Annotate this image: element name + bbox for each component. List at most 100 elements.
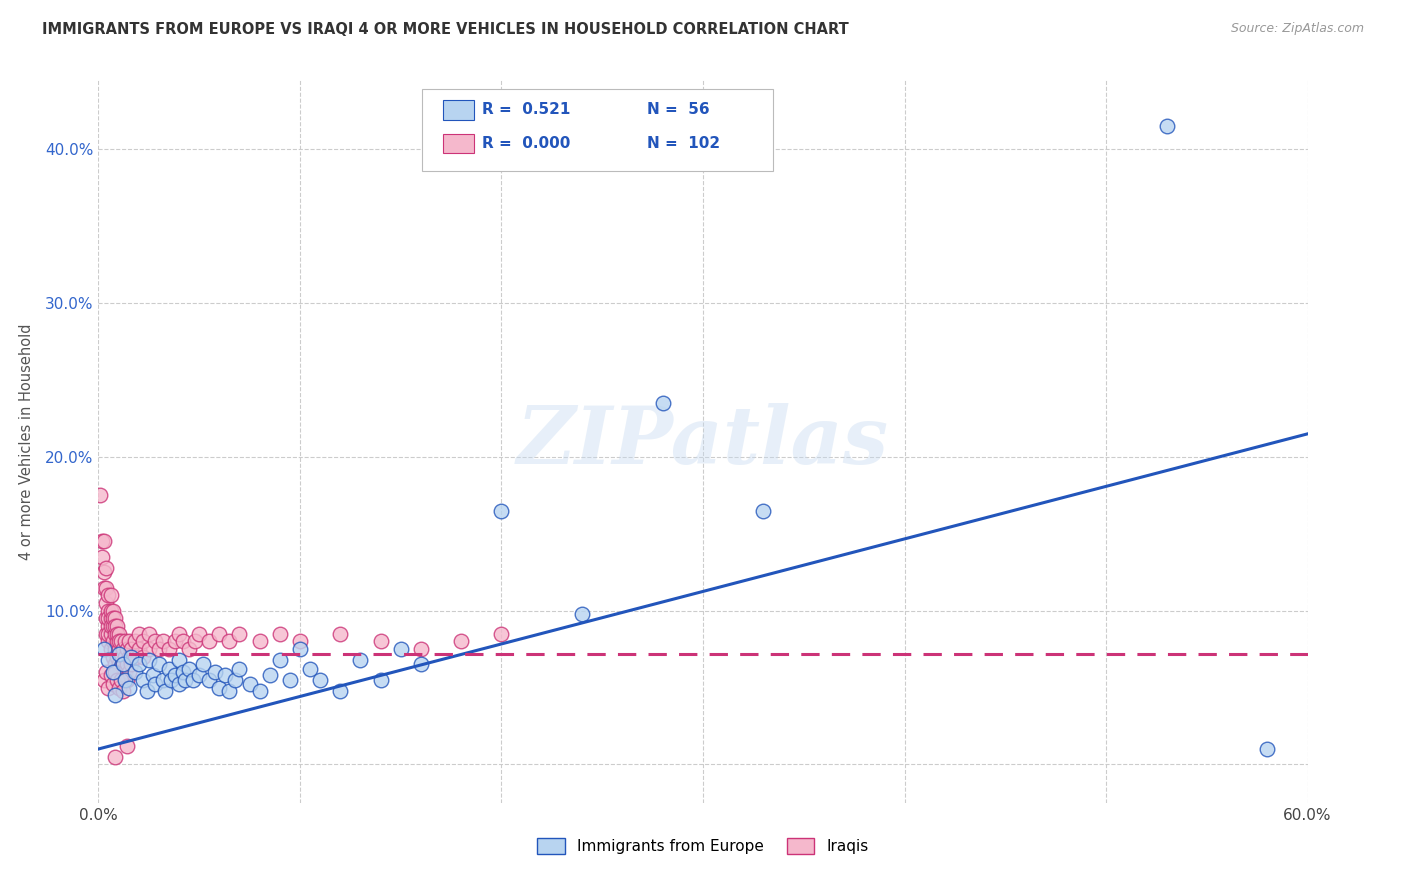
Point bbox=[138, 653, 160, 667]
Text: R =  0.521: R = 0.521 bbox=[482, 103, 571, 117]
Point bbox=[115, 673, 138, 687]
Point bbox=[299, 662, 322, 676]
Text: N =  56: N = 56 bbox=[647, 103, 710, 117]
Point bbox=[128, 657, 150, 672]
Point bbox=[409, 657, 432, 672]
Legend: Immigrants from Europe, Iraqis: Immigrants from Europe, Iraqis bbox=[531, 832, 875, 860]
Text: Source: ZipAtlas.com: Source: ZipAtlas.com bbox=[1230, 22, 1364, 36]
Point bbox=[93, 581, 115, 595]
Point bbox=[167, 653, 190, 667]
Point bbox=[107, 681, 129, 695]
Point bbox=[107, 647, 129, 661]
Point bbox=[96, 560, 118, 574]
Point bbox=[188, 668, 211, 682]
Point bbox=[370, 634, 392, 648]
Point bbox=[100, 611, 122, 625]
Point bbox=[152, 634, 174, 648]
Point bbox=[103, 688, 125, 702]
Point bbox=[103, 665, 125, 680]
Point bbox=[278, 673, 301, 687]
Point bbox=[97, 604, 120, 618]
Point bbox=[107, 657, 129, 672]
Point bbox=[491, 626, 513, 640]
Point bbox=[111, 683, 134, 698]
Point bbox=[153, 683, 176, 698]
Point bbox=[93, 642, 115, 657]
Point bbox=[91, 534, 114, 549]
Point bbox=[148, 642, 170, 657]
Point bbox=[105, 665, 128, 680]
Point bbox=[409, 642, 432, 657]
Point bbox=[100, 588, 122, 602]
Point bbox=[96, 596, 118, 610]
Point bbox=[100, 626, 122, 640]
Point bbox=[249, 683, 271, 698]
Point bbox=[172, 665, 194, 680]
Point bbox=[128, 642, 150, 657]
Point bbox=[105, 626, 128, 640]
Point bbox=[174, 673, 197, 687]
Point bbox=[204, 665, 226, 680]
Point bbox=[110, 665, 132, 680]
Point bbox=[571, 607, 593, 621]
Point bbox=[96, 581, 118, 595]
Point bbox=[1256, 742, 1278, 756]
Point bbox=[93, 534, 115, 549]
Point bbox=[101, 677, 124, 691]
Point bbox=[228, 626, 250, 640]
Point bbox=[208, 681, 231, 695]
Point bbox=[172, 634, 194, 648]
Point bbox=[111, 642, 134, 657]
Point bbox=[105, 634, 128, 648]
Point bbox=[157, 642, 180, 657]
Point bbox=[288, 634, 311, 648]
Point bbox=[103, 657, 125, 672]
Point bbox=[135, 683, 157, 698]
Point bbox=[115, 642, 138, 657]
Point bbox=[110, 649, 132, 664]
Point bbox=[89, 488, 111, 502]
Point bbox=[107, 642, 129, 657]
Point bbox=[103, 642, 125, 657]
Point bbox=[111, 673, 134, 687]
Point bbox=[143, 634, 166, 648]
Point bbox=[118, 665, 141, 680]
Point bbox=[198, 634, 221, 648]
Point bbox=[184, 634, 207, 648]
Point bbox=[218, 634, 240, 648]
Point bbox=[118, 634, 141, 648]
Point bbox=[100, 668, 122, 682]
Point bbox=[193, 657, 215, 672]
Point bbox=[97, 588, 120, 602]
Point bbox=[198, 673, 221, 687]
Point bbox=[259, 668, 281, 682]
Point bbox=[179, 642, 201, 657]
Point bbox=[148, 657, 170, 672]
Point bbox=[181, 673, 204, 687]
Point bbox=[163, 668, 186, 682]
Point bbox=[163, 634, 186, 648]
Point bbox=[167, 677, 190, 691]
Point bbox=[370, 673, 392, 687]
Point bbox=[114, 649, 136, 664]
Point bbox=[309, 673, 332, 687]
Text: R =  0.000: R = 0.000 bbox=[482, 136, 571, 151]
Point bbox=[97, 619, 120, 633]
Point bbox=[269, 626, 291, 640]
Point bbox=[349, 653, 371, 667]
Point bbox=[214, 668, 236, 682]
Point bbox=[160, 673, 183, 687]
Point bbox=[101, 611, 124, 625]
Point bbox=[120, 642, 142, 657]
Point bbox=[114, 673, 136, 687]
Point bbox=[96, 611, 118, 625]
Point bbox=[97, 611, 120, 625]
Point bbox=[105, 619, 128, 633]
Point bbox=[100, 642, 122, 657]
Point bbox=[101, 634, 124, 648]
Point bbox=[103, 749, 125, 764]
Point bbox=[101, 619, 124, 633]
Point bbox=[103, 626, 125, 640]
Point bbox=[101, 604, 124, 618]
Point bbox=[179, 662, 201, 676]
